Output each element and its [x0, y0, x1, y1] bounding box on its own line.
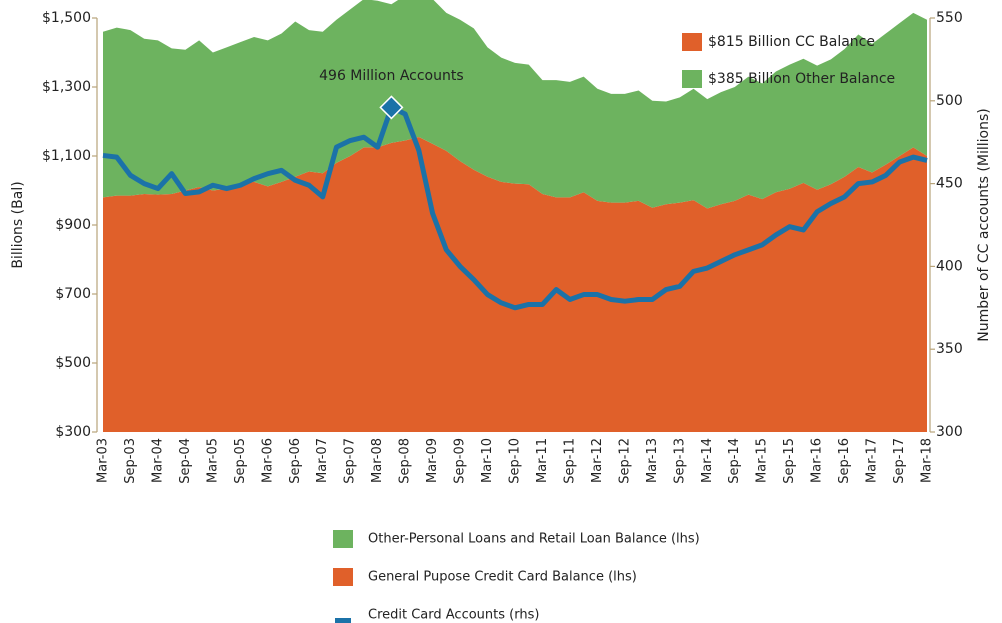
x-tick-label: Sep-15	[782, 438, 797, 484]
x-tick-label: Mar-11	[535, 438, 550, 483]
legend-label: Other-Personal Loans and Retail Loan Bal…	[368, 532, 700, 547]
x-tick-label: Mar-05	[205, 438, 220, 483]
y2-tick-label: 400	[936, 258, 963, 274]
x-tick-label: Sep-03	[123, 438, 138, 484]
x-tick-label: Mar-03	[96, 438, 111, 483]
x-tick-label: Mar-15	[755, 438, 770, 483]
x-tick-label: Mar-06	[260, 438, 275, 483]
callout-swatch	[682, 33, 702, 51]
x-tick-label: Sep-08	[398, 438, 413, 484]
x-tick-label: Sep-04	[178, 438, 193, 484]
peak-marker	[379, 95, 404, 120]
callout-text: $385 Billion Other Balance	[708, 71, 895, 87]
x-tick-label: Mar-18	[920, 438, 935, 483]
x-tick-label: Mar-04	[150, 438, 165, 483]
x-tick-label: Sep-16	[837, 438, 852, 484]
x-tick-label: Sep-11	[562, 438, 577, 484]
x-tick-label: Mar-09	[425, 438, 440, 483]
y2-tick-label: 450	[936, 176, 963, 192]
x-tick-label: Mar-16	[810, 438, 825, 483]
y-axis-label: Billions (Bal)	[10, 181, 26, 268]
legend-label: General Pupose Credit Card Balance (lhs)	[368, 570, 637, 585]
x-tick-label: Mar-08	[370, 438, 385, 483]
x-tick-label: Mar-17	[865, 438, 880, 483]
x-tick-label: Sep-09	[453, 438, 468, 484]
x-tick-label: Sep-12	[617, 438, 632, 484]
y2-axis-label: Number of CC accounts (Millions)	[976, 108, 992, 341]
x-tick-label: Sep-07	[343, 438, 358, 484]
x-tick-label: Sep-13	[672, 438, 687, 484]
legend-swatch	[333, 530, 353, 548]
x-tick-label: Sep-14	[727, 438, 742, 484]
y-tick-label: $900	[55, 217, 91, 233]
x-tick-label: Mar-12	[590, 438, 605, 483]
line	[102, 104, 928, 311]
y2-tick-label: 300	[936, 424, 963, 440]
x-tick-label: Mar-07	[315, 438, 330, 483]
y2-tick-label: 550	[936, 10, 963, 26]
y2-tick-label: 350	[936, 341, 963, 357]
legend-label: Credit Card Accounts (rhs)	[368, 608, 539, 623]
y-tick-label: $500	[55, 355, 91, 371]
y2-tick-label: 500	[936, 93, 963, 109]
x-tick-label: Sep-06	[288, 438, 303, 484]
annotation: 496 Million Accounts	[319, 68, 464, 84]
callout-swatch	[682, 70, 702, 88]
y-tick-label: $300	[55, 424, 91, 440]
x-tick-label: Sep-10	[508, 438, 523, 484]
area	[103, 0, 927, 209]
area	[103, 137, 927, 432]
x-tick-label: Mar-10	[480, 438, 495, 483]
x-tick-label: Sep-17	[892, 438, 907, 484]
x-tick-label: Mar-14	[700, 438, 715, 483]
y-tick-label: $1,100	[42, 148, 91, 164]
y-tick-label: $1,500	[42, 10, 91, 26]
callout-text: $815 Billion CC Balance	[708, 34, 875, 50]
y-tick-label: $700	[55, 286, 91, 302]
x-tick-label: Sep-05	[233, 438, 248, 484]
legend-swatch	[333, 568, 353, 586]
x-tick-label: Mar-13	[645, 438, 660, 483]
legend-swatch	[335, 618, 351, 623]
y-tick-label: $1,300	[42, 79, 91, 95]
